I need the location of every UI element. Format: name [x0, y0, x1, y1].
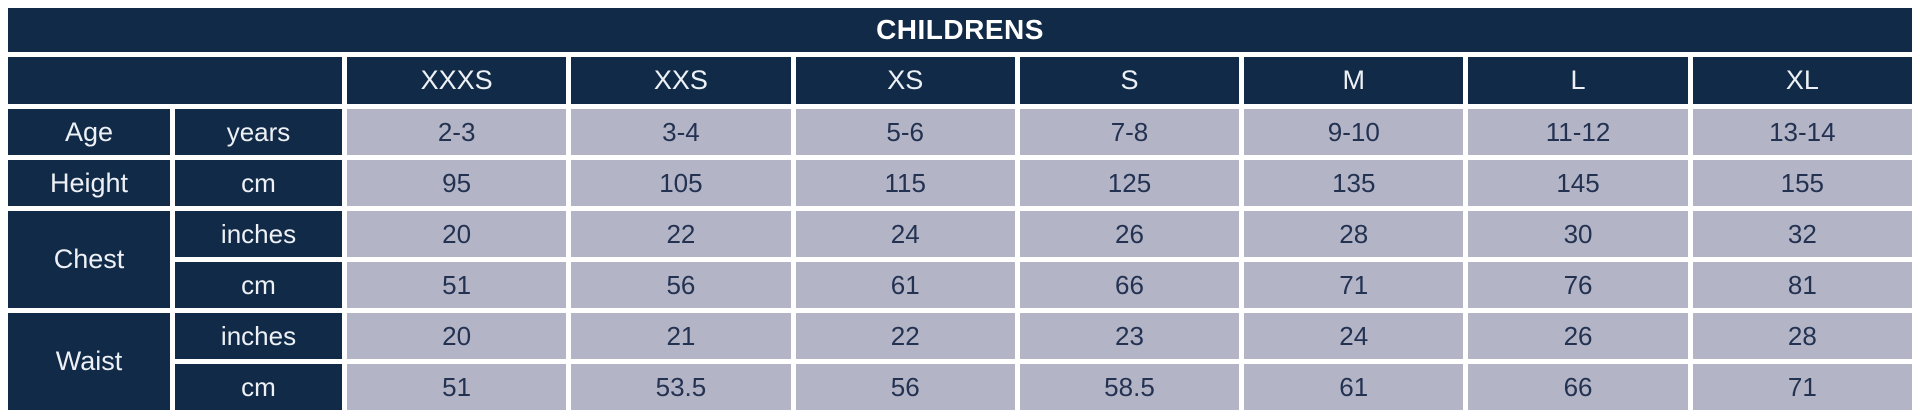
- table-row-waist-cm: cm 51 53.5 56 58.5 61 66 71: [8, 364, 1912, 410]
- table-cell: 5-6: [795, 109, 1015, 155]
- title-row: CHILDRENS: [8, 8, 1912, 52]
- table-cell: 155: [1692, 160, 1912, 206]
- table-row-height: Height cm 95 105 115 125 135 145 155: [8, 160, 1912, 206]
- table-cell: 105: [571, 160, 791, 206]
- table-row-age: Age years 2-3 3-4 5-6 7-8 9-10 11-12 13-…: [8, 109, 1912, 155]
- table-cell: 13-14: [1692, 109, 1912, 155]
- table-cell: 66: [1019, 262, 1240, 308]
- row-unit-chest-inches: inches: [175, 211, 342, 257]
- table-cell: 58.5: [1019, 364, 1240, 410]
- table-cell: 24: [795, 211, 1015, 257]
- table-cell: 20: [347, 313, 567, 359]
- row-unit-age-years: years: [175, 109, 342, 155]
- table-cell: 22: [795, 313, 1015, 359]
- table-cell: 32: [1692, 211, 1912, 257]
- table-cell: 135: [1244, 160, 1464, 206]
- table-cell: 145: [1468, 160, 1688, 206]
- row-unit-waist-inches: inches: [175, 313, 342, 359]
- corner-blank-cell: [8, 57, 342, 104]
- row-unit-height-cm: cm: [175, 160, 342, 206]
- table-cell: 26: [1468, 313, 1688, 359]
- table-row-waist-inches: Waist inches 20 21 22 23 24 26 28: [8, 313, 1912, 410]
- row-unit-waist-cm: cm: [175, 364, 342, 410]
- table-cell: 51: [347, 364, 567, 410]
- table-cell: 26: [1019, 211, 1240, 257]
- table-cell: 56: [795, 364, 1015, 410]
- size-col-header-m: M: [1244, 57, 1464, 104]
- row-unit-chest-cm: cm: [175, 262, 342, 308]
- table-cell: 3-4: [571, 109, 791, 155]
- table-cell: 71: [1692, 364, 1912, 410]
- table-cell: 28: [1244, 211, 1464, 257]
- size-col-header-s: S: [1019, 57, 1240, 104]
- size-col-header-xl: XL: [1692, 57, 1912, 104]
- size-col-header-l: L: [1468, 57, 1688, 104]
- table-cell: 81: [1692, 262, 1912, 308]
- table-cell: 23: [1019, 313, 1240, 359]
- table-cell: 24: [1244, 313, 1464, 359]
- table-cell: 56: [571, 262, 791, 308]
- row-label-age: Age: [8, 109, 170, 155]
- table-cell: 61: [795, 262, 1015, 308]
- table-row-chest-inches: Chest inches 20 22 24 26 28 30 32: [8, 211, 1912, 308]
- size-col-header-xxxs: XXXS: [347, 57, 567, 104]
- table-title: CHILDRENS: [8, 8, 1912, 52]
- size-header-row: XXXS XXS XS S M L XL: [8, 57, 1912, 104]
- table-cell: 53.5: [571, 364, 791, 410]
- table-cell: 95: [347, 160, 567, 206]
- row-label-chest: Chest: [8, 211, 170, 308]
- table-cell: 51: [347, 262, 567, 308]
- row-label-waist: Waist: [8, 313, 170, 410]
- table-cell: 2-3: [347, 109, 567, 155]
- table-cell: 125: [1019, 160, 1240, 206]
- table-cell: 76: [1468, 262, 1688, 308]
- table-cell: 115: [795, 160, 1015, 206]
- table-cell: 30: [1468, 211, 1688, 257]
- table-cell: 11-12: [1468, 109, 1688, 155]
- table-cell: 71: [1244, 262, 1464, 308]
- table-cell: 9-10: [1244, 109, 1464, 155]
- table-cell: 20: [347, 211, 567, 257]
- table-cell: 7-8: [1019, 109, 1240, 155]
- table-cell: 21: [571, 313, 791, 359]
- table-cell: 66: [1468, 364, 1688, 410]
- row-label-height: Height: [8, 160, 170, 206]
- table-cell: 22: [571, 211, 791, 257]
- table-row-chest-cm: cm 51 56 61 66 71 76 81: [8, 262, 1912, 308]
- table-cell: 61: [1244, 364, 1464, 410]
- table-cell: 28: [1692, 313, 1912, 359]
- size-col-header-xs: XS: [795, 57, 1015, 104]
- size-chart-table: CHILDRENS XXXS XXS XS S M L XL Age years…: [3, 3, 1917, 415]
- size-col-header-xxs: XXS: [571, 57, 791, 104]
